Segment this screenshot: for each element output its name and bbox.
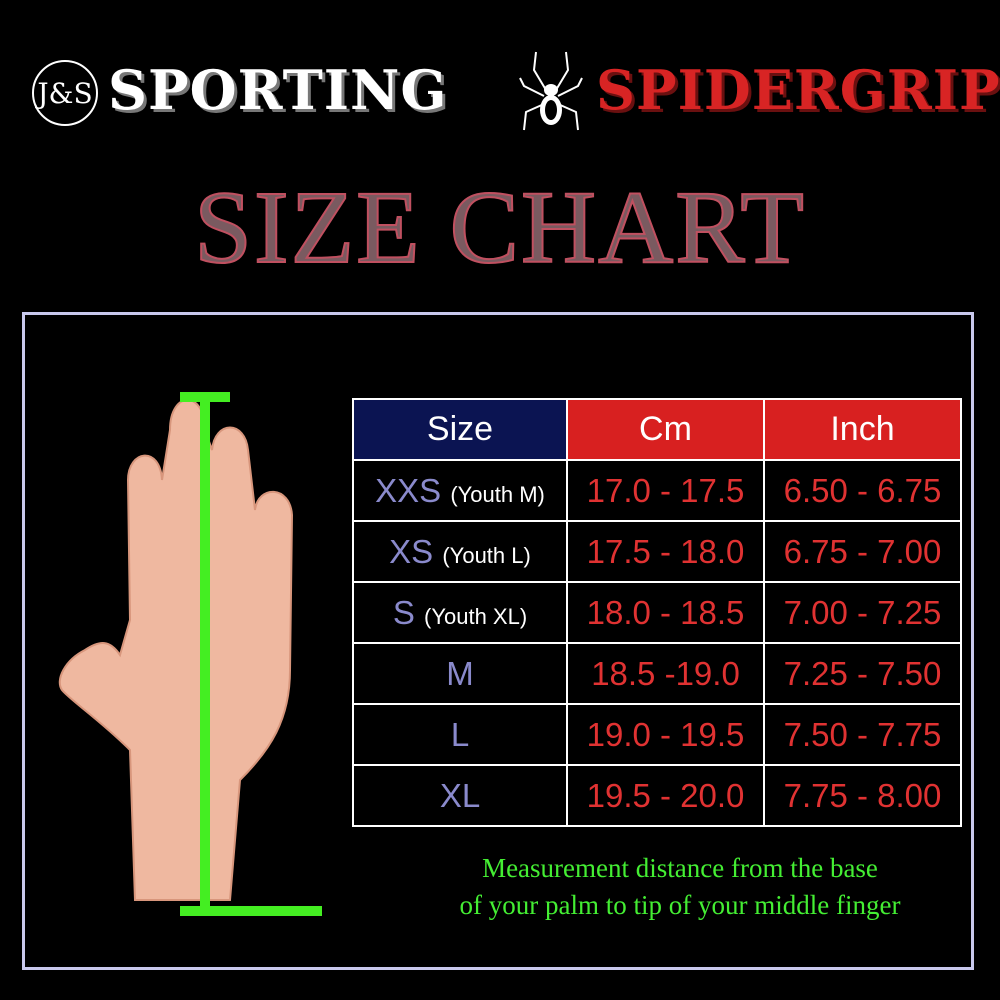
size-table: Size Cm Inch XXS (Youth M) 17.0 - 17.5 6… (352, 398, 962, 827)
table-header-row: Size Cm Inch (354, 400, 960, 459)
page-title: SIZE CHART (193, 169, 806, 286)
inch-cell: 6.75 - 7.00 (765, 522, 960, 581)
measurement-bar (180, 392, 322, 916)
measurement-note: Measurement distance from the base of yo… (380, 850, 980, 924)
cm-cell: 18.0 - 18.5 (568, 583, 763, 642)
inch-cell: 7.00 - 7.25 (765, 583, 960, 642)
cm-cell: 19.5 - 20.0 (568, 766, 763, 825)
size-cell: XS (Youth L) (354, 522, 566, 581)
cm-cell: 17.0 - 17.5 (568, 461, 763, 520)
header-size: Size (354, 400, 566, 459)
size-cell: S (Youth XL) (354, 583, 566, 642)
header-cm: Cm (568, 400, 763, 459)
brand-sporting: SPORTING (108, 58, 448, 122)
inch-cell: 7.50 - 7.75 (765, 705, 960, 764)
size-label: XS (389, 532, 434, 570)
header-inch: Inch (765, 400, 960, 459)
inch-cell: 6.50 - 6.75 (765, 461, 960, 520)
size-label: L (450, 715, 470, 753)
cm-cell: 18.5 -19.0 (568, 644, 763, 703)
size-cell: XL (354, 766, 566, 825)
brand-spidergrip: SPIDERGRIP (596, 58, 1000, 122)
cm-cell: 17.5 - 18.0 (568, 522, 763, 581)
chart-frame (22, 312, 974, 970)
cm-cell: 19.0 - 19.5 (568, 705, 763, 764)
note-line-1: Measurement distance from the base (482, 853, 878, 883)
youth-label: (Youth M) (450, 481, 545, 507)
table-row: XS (Youth L) 17.5 - 18.0 6.75 - 7.00 (354, 522, 960, 581)
youth-label: (Youth XL) (424, 603, 528, 629)
size-cell: L (354, 705, 566, 764)
size-label: XXS (375, 471, 442, 509)
table-row: XL 19.5 - 20.0 7.75 - 8.00 (354, 766, 960, 825)
size-label: S (392, 593, 415, 631)
inch-cell: 7.25 - 7.50 (765, 644, 960, 703)
inch-cell: 7.75 - 8.00 (765, 766, 960, 825)
table-row: L 19.0 - 19.5 7.50 - 7.75 (354, 705, 960, 764)
hand-illustration (58, 399, 294, 901)
note-line-2: of your palm to tip of your middle finge… (459, 890, 901, 920)
size-cell: M (354, 644, 566, 703)
table-row: XXS (Youth M) 17.0 - 17.5 6.50 - 6.75 (354, 461, 960, 520)
spider-icon (519, 51, 583, 131)
size-label: XL (439, 776, 481, 814)
js-logo: J&S (32, 60, 98, 126)
table-row: M 18.5 -19.0 7.25 - 7.50 (354, 644, 960, 703)
size-label: M (446, 654, 474, 692)
logo-monogram: J&S (37, 76, 93, 110)
table-row: S (Youth XL) 18.0 - 18.5 7.00 - 7.25 (354, 583, 960, 642)
youth-label: (Youth L) (442, 542, 531, 568)
size-cell: XXS (Youth M) (354, 461, 566, 520)
